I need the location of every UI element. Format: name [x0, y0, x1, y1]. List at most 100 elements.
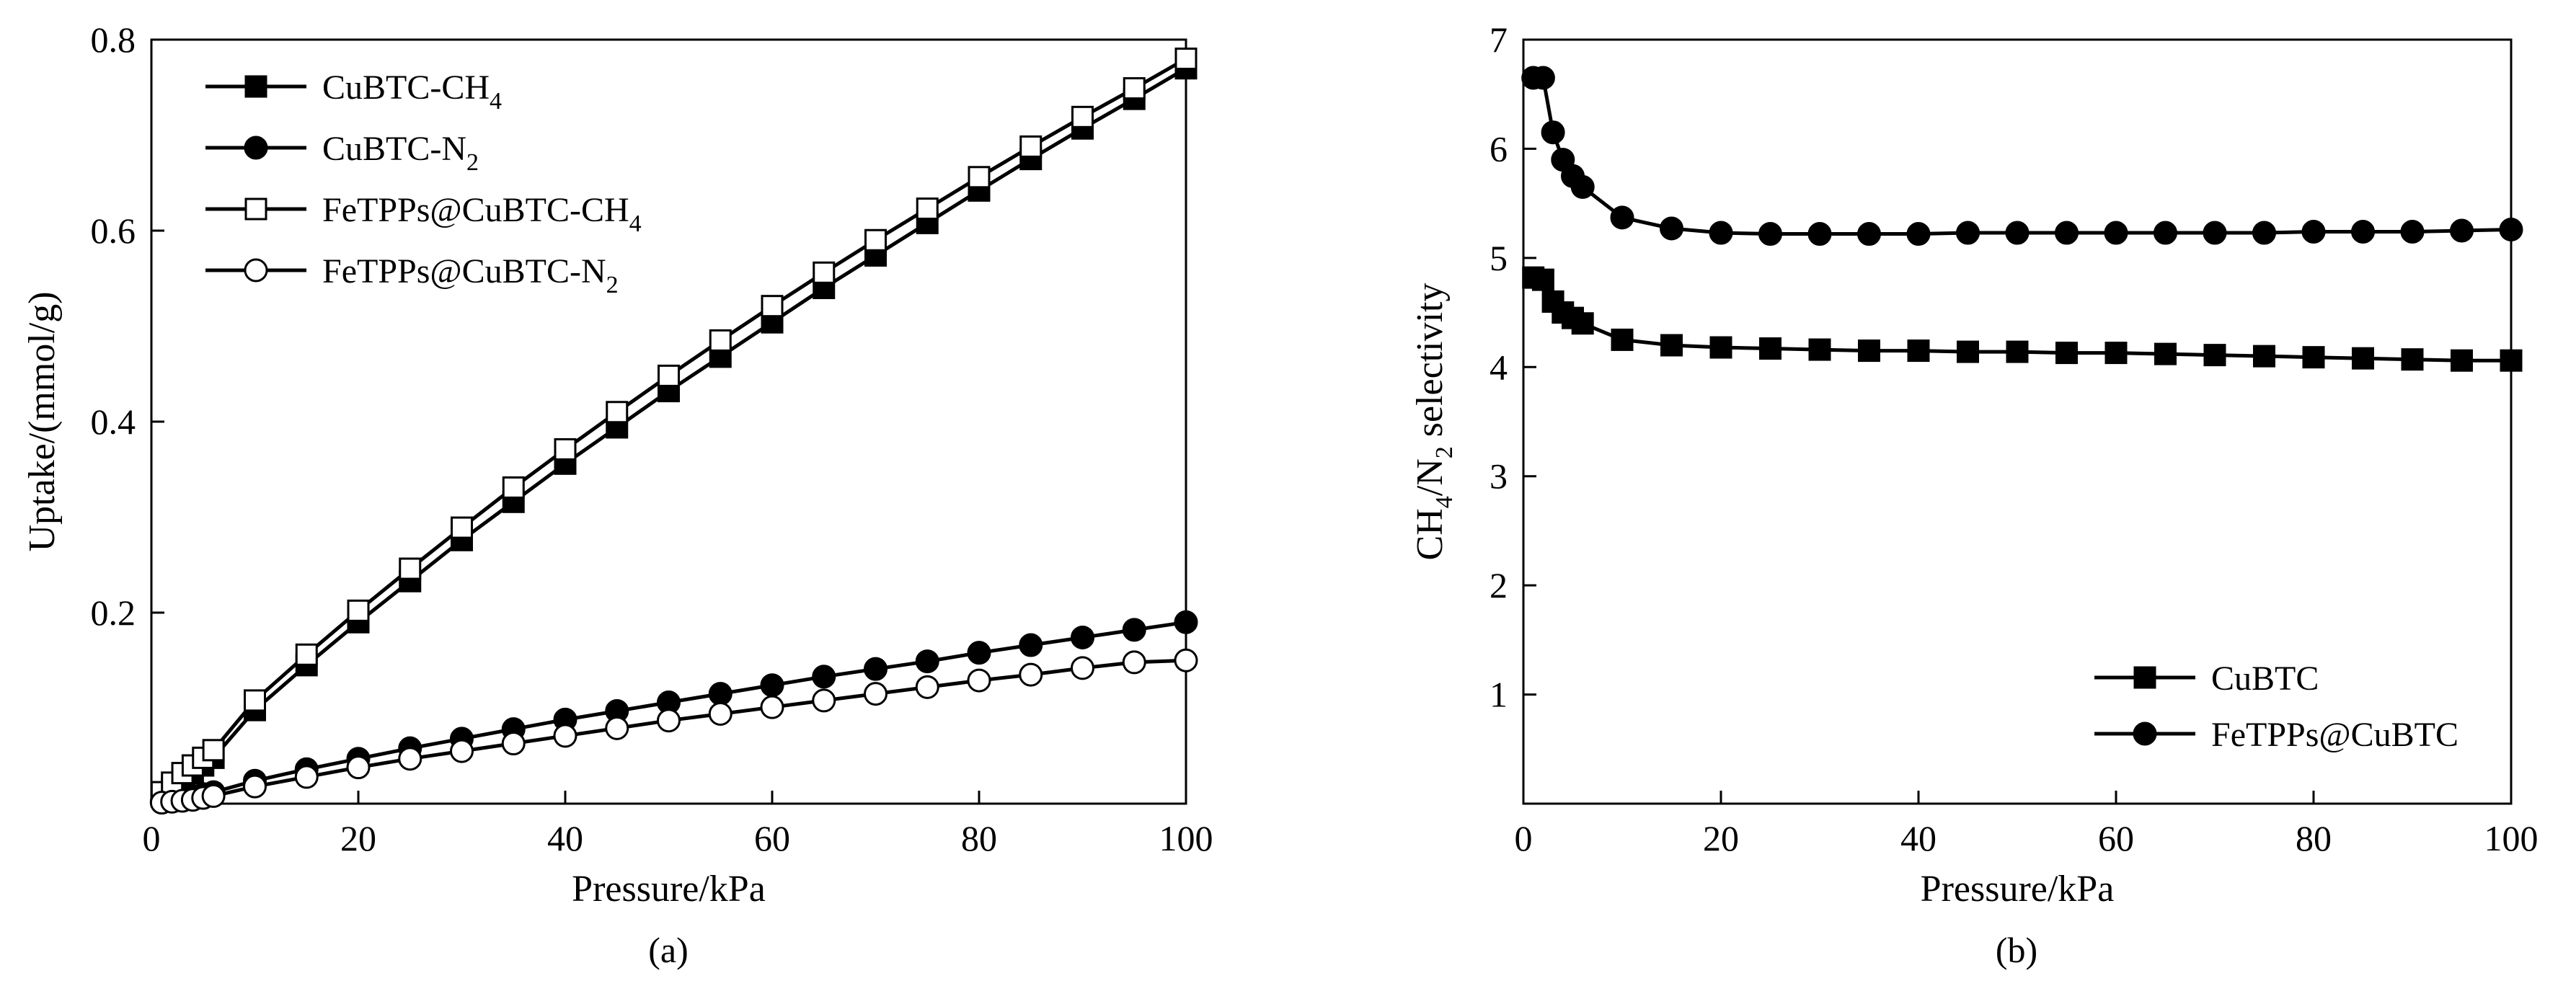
data-point-a-1-17 [812, 665, 836, 689]
data-point-a-3-12 [553, 724, 577, 748]
x-tick-label-b-40: 40 [1900, 818, 1937, 858]
y-tick-label-b-5: 5 [1490, 238, 1508, 278]
data-point-a-3-10 [450, 739, 474, 763]
legend-label-a-3: FeTPPs@CuBTC-N2 [322, 252, 619, 298]
data-point-b-0-23 [2451, 349, 2473, 372]
x-tick-label-a-100: 100 [1159, 818, 1213, 858]
y-tick-label-a-0.6: 0.6 [91, 210, 136, 251]
legend-label-sub-a-2: 4 [629, 210, 642, 237]
data-point-b-1-2 [1541, 120, 1565, 145]
series-b-1 [1521, 66, 2523, 246]
data-point-a-3-11 [501, 732, 526, 756]
y-axis-label-part-b-3: 2 [1431, 446, 1458, 458]
y-tick-label-a-0.2: 0.2 [91, 592, 136, 633]
data-point-b-0-20 [2302, 346, 2325, 369]
data-point-a-2-19 [916, 197, 939, 221]
x-tick-label-a-0: 0 [143, 818, 161, 858]
x-tick-label-a-80: 80 [961, 818, 997, 858]
data-point-b-0-1 [1531, 268, 1554, 291]
y-axis-label-part-b-4: selectivity [1409, 283, 1451, 447]
data-point-b-1-22 [2400, 220, 2425, 244]
data-point-b-1-23 [2450, 218, 2474, 243]
y-axis-label-part-b-0: CH [1409, 508, 1451, 560]
legend-b: CuBTC FeTPPs@CuBTC [2094, 659, 2458, 754]
data-point-a-2-8 [347, 599, 370, 622]
data-point-a-3-7 [294, 765, 319, 789]
data-point-b-0-24 [2500, 349, 2523, 372]
data-point-a-1-16 [760, 673, 784, 698]
data-point-b-1-24 [2499, 217, 2523, 241]
legend-label-sub-a-3: 2 [606, 272, 619, 298]
x-axis-label-a: Pressure/kPa [572, 869, 766, 910]
data-point-b-0-11 [1858, 339, 1880, 363]
legend-label-a-1: CuBTC-N2 [322, 130, 479, 176]
data-point-a-3-19 [915, 675, 939, 699]
y-axis-label-part-b-1: 4 [1431, 496, 1458, 508]
data-point-a-2-23 [1123, 77, 1146, 100]
x-tick-label-b-100: 100 [2484, 818, 2539, 858]
data-point-b-0-8 [1709, 336, 1732, 359]
legend-label-b-0: CuBTC [2211, 659, 2319, 698]
legend-marker-a-3 [244, 258, 268, 283]
data-point-b-0-12 [1907, 339, 1930, 363]
data-point-a-3-21 [1019, 662, 1043, 687]
series-a-3 [149, 648, 1198, 815]
data-point-a-3-14 [657, 709, 681, 733]
y-tick-label-b-6: 6 [1490, 128, 1508, 169]
data-point-a-3-6 [243, 774, 267, 799]
y-axis-label-b: CH4/N2 selectivity [1409, 283, 1458, 561]
legend-marker-a-0 [244, 75, 267, 98]
data-point-a-3-8 [346, 755, 371, 780]
data-point-b-1-7 [1660, 216, 1683, 241]
data-point-b-1-17 [2154, 221, 2177, 245]
series-line-a-0 [160, 66, 1187, 798]
data-point-b-0-17 [2154, 342, 2177, 365]
data-point-a-1-15 [708, 682, 732, 706]
plot-frame-b [1522, 38, 2513, 805]
y-axis-label-part-b-2: /N [1409, 458, 1451, 496]
legend-marker-a-1 [244, 136, 268, 160]
data-point-b-1-16 [2104, 221, 2128, 245]
data-point-b-1-10 [1807, 222, 1832, 246]
x-tick-label-b-80: 80 [2296, 818, 2332, 858]
data-point-b-0-15 [2055, 342, 2078, 365]
data-point-a-2-9 [399, 557, 422, 580]
panel-label-b: (b) [1996, 930, 2037, 970]
data-point-b-0-18 [2203, 344, 2226, 367]
data-point-a-2-12 [554, 438, 577, 461]
y-tick-label-b-3: 3 [1490, 456, 1508, 497]
data-point-a-3-16 [760, 695, 784, 719]
data-point-a-2-11 [502, 476, 525, 499]
data-point-b-1-13 [1956, 221, 1980, 245]
data-point-a-3-24 [1174, 648, 1198, 672]
x-tick-label-b-0: 0 [1515, 818, 1533, 858]
data-point-b-0-16 [2104, 342, 2128, 365]
data-point-b-1-9 [1758, 222, 1782, 246]
data-point-a-2-10 [451, 516, 473, 539]
data-point-b-1-14 [2005, 221, 2030, 245]
data-point-b-1-12 [1906, 222, 1931, 246]
y-tick-label-b-4: 4 [1490, 347, 1508, 387]
data-point-a-2-18 [864, 228, 887, 252]
data-point-a-2-16 [761, 295, 784, 318]
data-point-b-1-8 [1709, 221, 1733, 245]
data-point-a-1-21 [1019, 633, 1043, 657]
data-point-a-1-19 [915, 649, 939, 674]
x-tick-label-a-20: 20 [340, 818, 376, 858]
legend-label-main-a-1: CuBTC-N [322, 130, 466, 168]
data-point-a-2-20 [968, 166, 991, 189]
data-point-b-1-11 [1857, 222, 1881, 246]
data-point-b-1-21 [2351, 220, 2375, 244]
data-point-b-1-15 [2055, 221, 2079, 245]
legend-label-sub-a-1: 2 [466, 149, 479, 176]
y-tick-label-b-2: 2 [1490, 565, 1508, 605]
legend-label-a-2: FeTPPs@CuBTC-CH4 [322, 191, 642, 237]
data-point-a-2-24 [1174, 48, 1198, 70]
data-point-a-3-5 [201, 783, 226, 808]
data-point-b-0-5 [1571, 312, 1594, 335]
y-tick-label-b-1: 1 [1490, 675, 1508, 715]
data-point-a-3-23 [1122, 650, 1146, 675]
panel-label-a: (a) [648, 930, 689, 970]
data-point-b-1-5 [1570, 174, 1595, 199]
